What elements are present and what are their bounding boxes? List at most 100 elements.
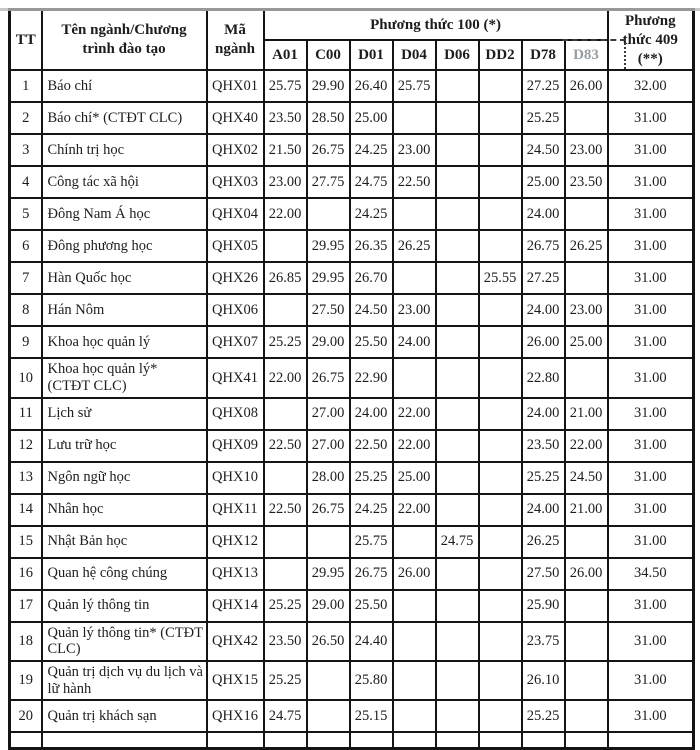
score-a01: 22.50 — [262, 492, 308, 527]
score-d04 — [391, 101, 437, 136]
table-row: 11 Lịch sử QHX08 27.00 24.00 22.00 24.00 21.00 3… — [8, 396, 695, 431]
major-code: QHX14 — [205, 588, 265, 623]
score-c00: 27.50 — [305, 293, 351, 328]
score-c00: 28.50 — [305, 101, 351, 136]
table-row: 16 Quan hệ công chúng QHX13 29.95 26.75 26.00… — [8, 556, 695, 591]
col-header-subject-dd2: DD2 — [477, 38, 523, 72]
col-header-method-100: Phương thức 100 (*) — [262, 8, 609, 41]
score-d01: 25.00 — [348, 101, 394, 136]
score-method-409: 31.00 — [606, 165, 695, 200]
score-d78: 23.75 — [520, 620, 566, 662]
clipped-cell — [262, 731, 308, 749]
score-d04: 25.00 — [391, 460, 437, 495]
row-number: 3 — [8, 133, 43, 168]
score-d04: 23.00 — [391, 293, 437, 328]
score-dd2 — [477, 229, 523, 264]
table-row: 17 Quản lý thông tin QHX14 25.25 29.00 25.50 2… — [8, 588, 695, 623]
score-d04: 26.25 — [391, 229, 437, 264]
major-name: Lịch sử — [40, 396, 208, 431]
score-d04: 23.00 — [391, 133, 437, 168]
row-number: 20 — [8, 699, 43, 734]
score-method-409: 31.00 — [606, 261, 695, 296]
score-d83 — [563, 357, 609, 399]
score-method-409: 31.00 — [606, 229, 695, 264]
score-a01 — [262, 524, 308, 559]
score-d01: 26.70 — [348, 261, 394, 296]
score-d01: 26.35 — [348, 229, 394, 264]
major-code: QHX02 — [205, 133, 265, 168]
score-d06 — [434, 659, 480, 702]
score-d01: 25.80 — [348, 659, 394, 702]
major-name: Hàn Quốc học — [40, 261, 208, 296]
row-number: 5 — [8, 197, 43, 232]
col-header-major-code: Mã ngành — [205, 8, 265, 72]
score-d83: 24.50 — [563, 460, 609, 495]
score-d04: 22.00 — [391, 428, 437, 463]
table-row: 18 Quản lý thông tin* (CTĐT CLC) QHX42 23.5… — [8, 620, 695, 662]
score-d01: 24.00 — [348, 396, 394, 431]
score-dd2 — [477, 524, 523, 559]
score-d01: 26.40 — [348, 69, 394, 104]
clipped-cell — [391, 731, 437, 749]
major-code: QHX01 — [205, 69, 265, 104]
major-name: Khoa học quản lý* (CTĐT CLC) — [40, 357, 208, 399]
major-name: Hán Nôm — [40, 293, 208, 328]
score-a01: 22.00 — [262, 357, 308, 399]
major-name: Quan hệ công chúng — [40, 556, 208, 591]
score-d83: 23.00 — [563, 293, 609, 328]
major-code: QHX41 — [205, 357, 265, 399]
admission-scores-table: TT Tên ngành/Chương trình đào tạo Mã ngà… — [8, 8, 696, 750]
table-row: 20 Quản trị khách sạn QHX16 24.75 25.15 25.25… — [8, 699, 695, 734]
major-code: QHX08 — [205, 396, 265, 431]
score-d04: 24.00 — [391, 325, 437, 360]
score-d01: 26.75 — [348, 556, 394, 591]
score-dd2: 25.55 — [477, 261, 523, 296]
row-number: 13 — [8, 460, 43, 495]
score-method-409: 31.00 — [606, 659, 695, 702]
score-a01: 25.25 — [262, 659, 308, 702]
score-d78: 27.25 — [520, 261, 566, 296]
score-d83 — [563, 620, 609, 662]
score-dd2 — [477, 492, 523, 527]
col-header-subject-c00: C00 — [305, 38, 351, 72]
score-c00 — [305, 659, 351, 702]
major-name: Nhân học — [40, 492, 208, 527]
score-c00 — [305, 524, 351, 559]
major-name: Đông phương học — [40, 229, 208, 264]
score-c00 — [305, 197, 351, 232]
score-d83: 21.00 — [563, 396, 609, 431]
major-code: QHX42 — [205, 620, 265, 662]
score-a01: 21.50 — [262, 133, 308, 168]
score-dd2 — [477, 197, 523, 232]
score-d78: 26.10 — [520, 659, 566, 702]
score-d04 — [391, 261, 437, 296]
row-number: 9 — [8, 325, 43, 360]
score-a01 — [262, 460, 308, 495]
score-method-409: 31.00 — [606, 588, 695, 623]
major-code: QHX12 — [205, 524, 265, 559]
score-dd2 — [477, 428, 523, 463]
score-d01: 25.15 — [348, 699, 394, 734]
score-d01: 22.50 — [348, 428, 394, 463]
score-method-409: 31.00 — [606, 428, 695, 463]
score-a01: 23.00 — [262, 165, 308, 200]
score-c00: 29.95 — [305, 261, 351, 296]
score-d04 — [391, 197, 437, 232]
score-d83: 26.25 — [563, 229, 609, 264]
score-d78: 26.25 — [520, 524, 566, 559]
score-dd2 — [477, 620, 523, 662]
score-c00: 27.00 — [305, 396, 351, 431]
score-table-body: 1 Báo chí QHX01 25.75 29.90 26.40 25.75 27.25 26… — [8, 69, 695, 749]
major-code: QHX26 — [205, 261, 265, 296]
score-method-409: 31.00 — [606, 492, 695, 527]
score-d01: 24.40 — [348, 620, 394, 662]
score-d04 — [391, 699, 437, 734]
score-a01: 22.00 — [262, 197, 308, 232]
row-number: 15 — [8, 524, 43, 559]
score-dd2 — [477, 357, 523, 399]
major-code: QHX07 — [205, 325, 265, 360]
row-number: 17 — [8, 588, 43, 623]
row-number: 18 — [8, 620, 43, 662]
clipped-cell — [40, 731, 208, 749]
score-method-409: 31.00 — [606, 101, 695, 136]
